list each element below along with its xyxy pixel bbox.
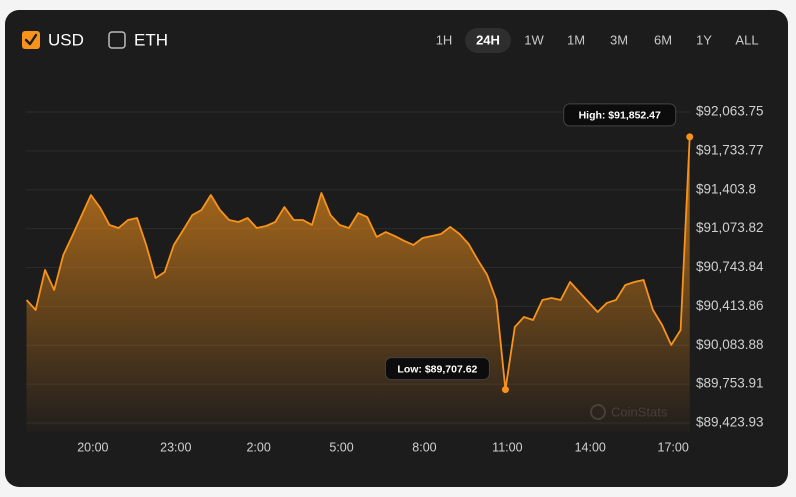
- y-tick-label: $90,743.84: [696, 259, 764, 274]
- x-tick-label: 5:00: [329, 440, 353, 454]
- range-button[interactable]: 3M: [610, 32, 628, 47]
- currency-label[interactable]: ETH: [134, 30, 168, 49]
- range-button[interactable]: 1H: [436, 32, 453, 47]
- range-button[interactable]: 6M: [654, 32, 672, 47]
- y-tick-label: $91,733.77: [696, 142, 764, 157]
- y-tick-label: $90,413.86: [696, 298, 764, 313]
- y-tick-label: $91,403.8: [696, 181, 756, 196]
- y-tick-label: $89,423.93: [696, 415, 764, 430]
- checkbox[interactable]: [108, 31, 126, 49]
- currency-label[interactable]: USD: [48, 30, 84, 49]
- y-tick-label: $89,753.91: [696, 376, 764, 391]
- x-tick-label: 14:00: [575, 440, 606, 454]
- range-button-active[interactable]: [465, 28, 511, 53]
- y-tick-label: $91,073.82: [696, 220, 764, 235]
- x-tick-label: 8:00: [412, 440, 436, 454]
- checkmark: [24, 33, 38, 46]
- price-area: [26, 136, 690, 432]
- high-label: High: $91,852.47: [579, 110, 661, 122]
- range-button[interactable]: ALL: [735, 32, 758, 47]
- low-point: [501, 386, 509, 394]
- price-line: [25, 136, 691, 391]
- x-tick-label: 2:00: [246, 440, 270, 454]
- low-label: Low: $89,707.62: [397, 363, 477, 375]
- checkbox[interactable]: [22, 31, 40, 49]
- x-tick-label: 23:00: [160, 440, 191, 454]
- range-button[interactable]: 1W: [524, 32, 544, 47]
- range-button[interactable]: 1M: [567, 32, 585, 47]
- range-button[interactable]: 1Y: [696, 32, 712, 47]
- range-button[interactable]: 24H: [476, 32, 500, 47]
- low-tooltip: [384, 357, 490, 381]
- high-point: [686, 133, 694, 141]
- y-tick-label: $90,083.88: [696, 337, 764, 352]
- x-tick-label: 17:00: [658, 440, 689, 454]
- x-tick-label: 20:00: [77, 440, 108, 454]
- x-tick-label: 11:00: [492, 440, 522, 454]
- high-tooltip: [563, 103, 677, 127]
- y-tick-label: $92,063.75: [696, 104, 764, 119]
